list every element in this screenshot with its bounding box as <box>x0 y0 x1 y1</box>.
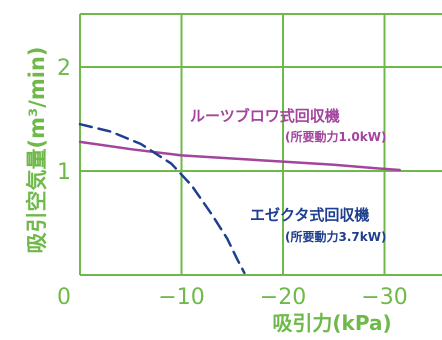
x-tick-label: −20 <box>260 285 306 310</box>
series-note-ejector: (所要動力3.7kW) <box>285 229 386 244</box>
tick-labels: 0 −10 −20 −30 1 2 <box>57 56 408 310</box>
series-label-ejector: エゼクタ式回収機 <box>250 206 369 224</box>
x-tick-label: −10 <box>158 285 204 310</box>
series-label-roots: ルーツブロワ式回収機 <box>190 107 340 125</box>
series-line-roots <box>78 140 401 172</box>
y-tick-label: 2 <box>57 56 71 81</box>
y-tick-label: 1 <box>57 160 71 185</box>
x-axis-label: 吸引力(kPa) <box>272 311 391 335</box>
series-lines <box>78 122 401 275</box>
x-tick-label: −30 <box>361 285 407 310</box>
y-axis-label: 吸引空気量(m³/min) <box>25 47 49 254</box>
grid <box>79 13 442 276</box>
series-note-roots: (所要動力1.0kW) <box>285 129 386 144</box>
series-line-ejector <box>78 122 246 275</box>
x-tick-label: 0 <box>57 285 71 310</box>
